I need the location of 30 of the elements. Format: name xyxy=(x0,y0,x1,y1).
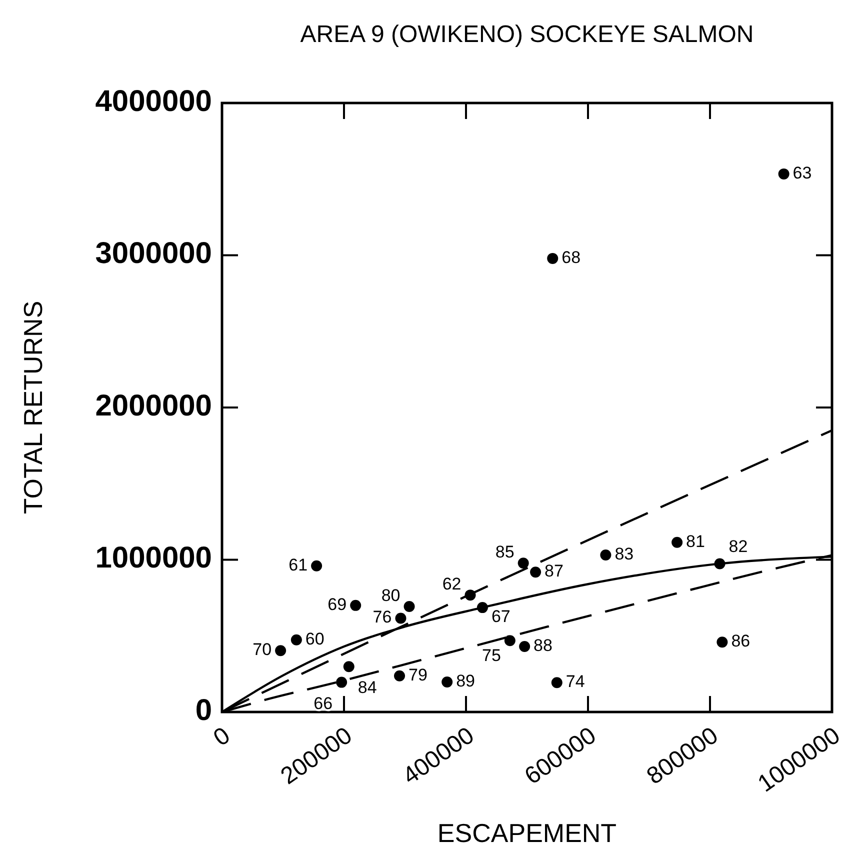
annotation: 63 xyxy=(792,163,812,182)
y-tick-label: 2000000 xyxy=(95,389,212,422)
x-axis-title: ESCAPEMENT xyxy=(437,818,617,848)
annotation: 61 xyxy=(288,555,308,574)
y-axis-title: TOTAL RETURNS xyxy=(18,300,48,514)
y-tick-label: 1000000 xyxy=(95,542,212,575)
annotation: 62 xyxy=(442,574,462,594)
annotation: 83 xyxy=(614,544,634,564)
annotation: 89 xyxy=(456,671,476,690)
annotation: 67 xyxy=(491,607,510,626)
annotation: 79 xyxy=(408,665,428,684)
annotation: 70 xyxy=(252,640,272,660)
annotation: 82 xyxy=(728,537,748,556)
annotation: 75 xyxy=(482,646,501,666)
y-tick-label: 4000000 xyxy=(95,84,212,118)
annotation: 69 xyxy=(328,594,347,614)
annotation: 66 xyxy=(314,694,333,713)
y-tick-label: 3000000 xyxy=(95,237,212,270)
chart-title: AREA 9 (OWIKENO) SOCKEYE SALMON xyxy=(300,21,754,48)
annotation: 60 xyxy=(305,629,324,648)
annotation: 80 xyxy=(381,586,400,605)
annotation: 86 xyxy=(731,632,750,651)
annotation: 88 xyxy=(534,636,552,656)
annotation: 84 xyxy=(358,678,377,698)
annotation: 74 xyxy=(566,672,585,692)
annotation: 81 xyxy=(686,532,705,551)
annotation: 68 xyxy=(562,248,581,267)
annotation: 76 xyxy=(372,608,392,627)
annotation: 85 xyxy=(495,542,514,562)
annotation: 87 xyxy=(544,562,564,581)
